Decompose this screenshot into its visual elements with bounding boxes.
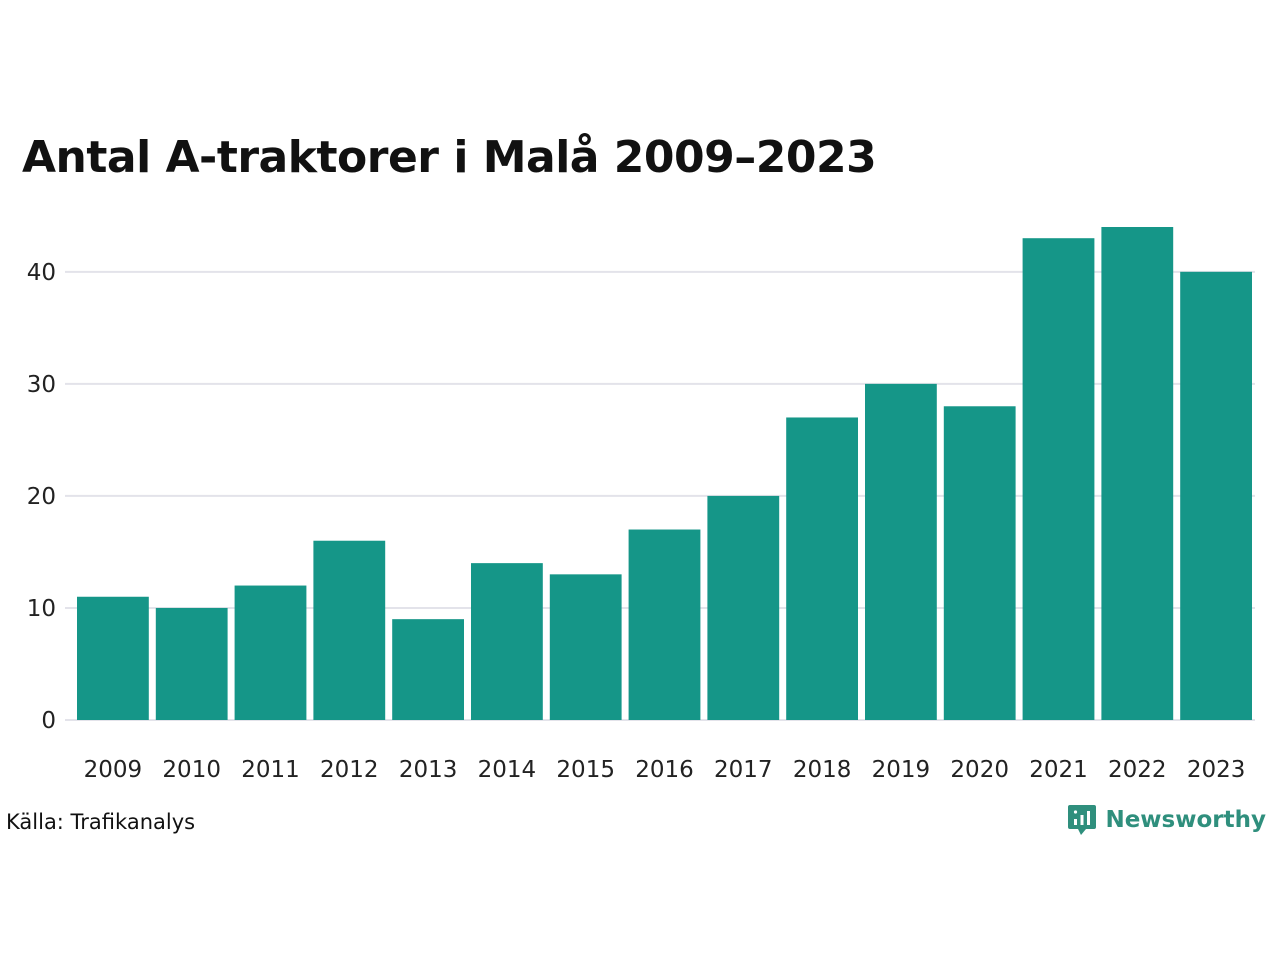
brand-name: Newsworthy [1105, 807, 1266, 833]
bar-2014 [471, 563, 543, 720]
bar-2018 [786, 417, 858, 720]
bar-2009 [77, 596, 149, 720]
bar-2022 [1101, 227, 1174, 720]
bar-2010 [155, 607, 228, 720]
y-tick-label: 30 [27, 372, 56, 398]
y-tick-label: 10 [27, 596, 56, 622]
x-tick-label: 2013 [399, 757, 458, 783]
x-tick-label: 2016 [635, 757, 694, 783]
x-tick-label: 2011 [241, 757, 300, 783]
bar-2020 [943, 406, 1016, 720]
brand-logo[interactable]: Newsworthy [1067, 803, 1266, 837]
bar-2012 [313, 540, 386, 720]
bar-2016 [628, 529, 701, 720]
newsworthy-logo-icon [1068, 805, 1097, 835]
x-tick-label: 2022 [1108, 757, 1167, 783]
bar-2017 [707, 495, 780, 720]
x-tick-label: 2018 [793, 757, 852, 783]
x-tick-label: 2021 [1029, 757, 1088, 783]
y-tick-label: 20 [27, 484, 56, 510]
x-tick-label: 2010 [162, 757, 221, 783]
x-tick-label: 2020 [950, 757, 1009, 783]
bar-2019 [865, 383, 937, 720]
x-tick-label: 2012 [320, 757, 379, 783]
x-tick-label: 2017 [714, 757, 773, 783]
x-axis-ticks: 2009 2010 2011 2012 2013 2014 2015 2016 2017 2018… [84, 757, 1246, 783]
bar-2023 [1180, 271, 1252, 720]
x-tick-label: 2019 [872, 757, 931, 783]
bar-2011 [234, 585, 307, 720]
bar-2015 [549, 574, 622, 720]
bar-2021 [1022, 238, 1095, 721]
bar-2013 [392, 619, 464, 720]
x-tick-label: 2015 [556, 757, 615, 783]
chart-title: Antal A-traktorer i Malå 2009–2023 [22, 132, 877, 183]
y-tick-label: 40 [27, 260, 56, 286]
x-tick-label: 2014 [478, 757, 537, 783]
x-tick-label: 2023 [1187, 757, 1246, 783]
source-note: Källa: Trafikanalys [6, 810, 196, 834]
y-tick-label: 0 [41, 708, 56, 734]
bars [77, 227, 1252, 721]
x-tick-label: 2009 [84, 757, 143, 783]
y-axis-ticks: 0 10 20 30 40 [27, 260, 56, 734]
